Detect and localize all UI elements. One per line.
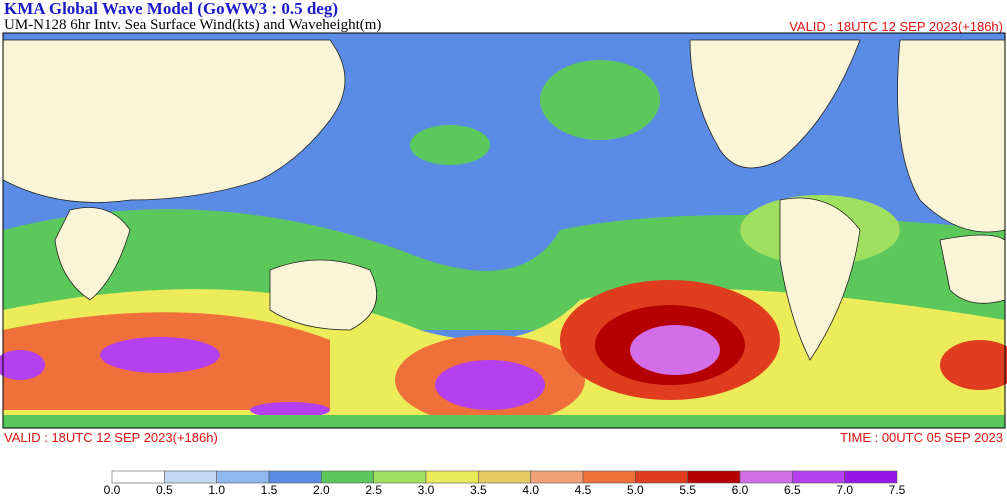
wave-zone <box>410 125 490 165</box>
wave-zone <box>3 415 1005 428</box>
color-swatch <box>321 470 374 484</box>
color-swatch <box>739 470 793 484</box>
land <box>689 39 861 169</box>
title: KMA Global Wave Model (GoWW3 : 0.5 deg) <box>4 0 338 18</box>
color-swatch <box>844 470 898 484</box>
wave-zone <box>250 402 330 418</box>
wave-zone <box>435 360 545 410</box>
wave-zone <box>630 325 720 375</box>
wave-zone <box>540 60 660 140</box>
color-swatch <box>687 470 741 484</box>
colorbar-label: 1.5 <box>261 483 278 496</box>
color-swatch <box>216 470 270 484</box>
colorbar-label: 7.5 <box>889 483 906 496</box>
colorbar: 0.0 0.5 1.0 1.5 2.0 2.5 3.0 3.5 4.0 4.5 5.0 5.5 6.0 6… <box>104 470 906 496</box>
colorbar-label: 0.5 <box>156 483 173 496</box>
colorbar-label: 2.5 <box>365 483 382 496</box>
subtitle: UM-N128 6hr Intv. Sea Surface Wind(kts) … <box>4 17 381 33</box>
color-swatch <box>373 470 427 484</box>
colorbar-label: 5.0 <box>627 483 644 496</box>
color-swatch <box>582 470 636 484</box>
wave-zone <box>100 337 220 373</box>
colorbar-label: 2.0 <box>313 483 330 496</box>
wave-zone <box>0 350 45 380</box>
land <box>2 39 346 203</box>
colorbar-label: 6.0 <box>732 483 749 496</box>
colorbar-label: 3.0 <box>418 483 435 496</box>
color-swatch <box>792 470 845 484</box>
land <box>54 207 131 301</box>
colorbar-label: 7.0 <box>836 483 853 496</box>
colorbar-label: 5.5 <box>679 483 696 496</box>
analysis-time: TIME : 00UTC 05 SEP 2023 <box>840 430 1003 445</box>
colorbar-label: 1.0 <box>208 483 225 496</box>
colorbar-label: 3.5 <box>470 483 487 496</box>
colorbar-label: 6.5 <box>784 483 801 496</box>
color-swatch <box>530 470 584 484</box>
color-swatch <box>268 470 322 484</box>
color-swatch <box>164 470 217 484</box>
valid-time: VALID : 18UTC 12 SEP 2023(+186h) <box>4 430 218 445</box>
land <box>897 39 1006 233</box>
colorbar-label: 4.0 <box>522 483 539 496</box>
map <box>0 32 1007 429</box>
color-swatch <box>111 470 165 484</box>
map-frame <box>2 32 1006 429</box>
colorbar-label: 4.5 <box>575 483 592 496</box>
land <box>269 259 378 331</box>
land <box>779 197 861 361</box>
color-swatch <box>478 470 531 484</box>
valid-time: VALID : 18UTC 12 SEP 2023(+186h) <box>789 19 1003 34</box>
wave-zone <box>940 340 1007 390</box>
color-swatch <box>425 470 479 484</box>
color-swatch <box>635 470 688 484</box>
colorbar-label: 0.0 <box>104 483 121 496</box>
